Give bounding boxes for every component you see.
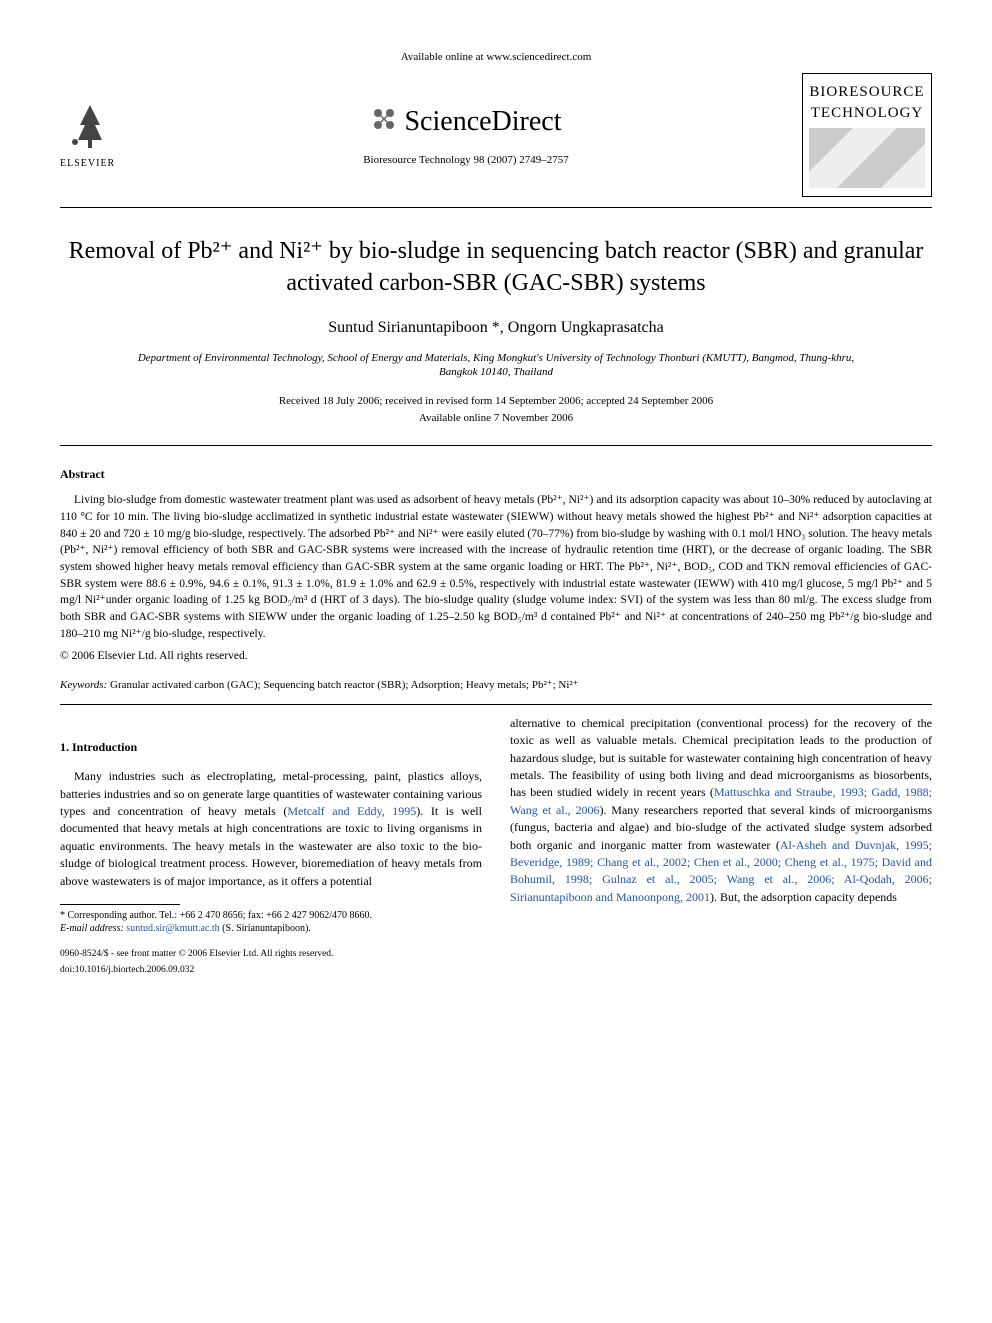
issn-line: 0960-8524/$ - see front matter © 2006 El… <box>60 948 482 962</box>
intro-paragraph-right: alternative to chemical precipitation (c… <box>510 715 932 906</box>
header-row: ELSEVIER ScienceDirect Bioresource Techn… <box>60 73 932 197</box>
email-suffix: (S. Sirianuntapiboon). <box>220 923 311 934</box>
abstract-copyright: © 2006 Elsevier Ltd. All rights reserved… <box>60 648 932 664</box>
intro-text-2c: ). But, the adsorption capacity depends <box>710 890 897 904</box>
article-title: Removal of Pb²⁺ and Ni²⁺ by bio-sludge i… <box>60 236 932 298</box>
sciencedirect-block: ScienceDirect Bioresource Technology 98 … <box>130 102 802 169</box>
citation-link-metcalf[interactable]: Metcalf and Eddy, 1995 <box>287 804 416 818</box>
journal-cover-box: BIORESOURCE TECHNOLOGY <box>802 73 932 197</box>
body-columns: 1. Introduction Many industries such as … <box>60 715 932 978</box>
elsevier-text: ELSEVIER <box>60 157 130 171</box>
intro-paragraph-left: Many industries such as electroplating, … <box>60 768 482 890</box>
section-1-heading: 1. Introduction <box>60 739 482 756</box>
doi-line: doi:10.1016/j.biortech.2006.09.032 <box>60 964 482 978</box>
available-online-text: Available online at www.sciencedirect.co… <box>60 50 932 65</box>
available-online-date: Available online 7 November 2006 <box>60 411 932 426</box>
sciencedirect-text: ScienceDirect <box>404 106 561 137</box>
mid-rule-2 <box>60 704 932 705</box>
corresponding-author-footnote: * Corresponding author. Tel.: +66 2 470 … <box>60 909 482 923</box>
column-left: 1. Introduction Many industries such as … <box>60 715 482 978</box>
keywords-text: Granular activated carbon (GAC); Sequenc… <box>107 679 578 691</box>
keywords-label: Keywords: <box>60 679 107 691</box>
sciencedirect-icon <box>370 105 398 141</box>
abstract-heading: Abstract <box>60 466 932 483</box>
authors: Suntud Sirianuntapiboon *, Ongorn Ungkap… <box>60 317 932 339</box>
received-dates: Received 18 July 2006; received in revis… <box>60 394 932 409</box>
journal-logo-line1: BIORESOURCE <box>809 82 925 103</box>
email-link[interactable]: suntud.sir@kmutt.ac.th <box>126 923 219 934</box>
keywords: Keywords: Granular activated carbon (GAC… <box>60 678 932 693</box>
elsevier-logo: ELSEVIER <box>60 100 130 171</box>
elsevier-tree-icon <box>60 100 130 157</box>
journal-logo-line2: TECHNOLOGY <box>809 103 925 124</box>
journal-reference: Bioresource Technology 98 (2007) 2749–27… <box>130 153 802 168</box>
abstract-text: Living bio-sludge from domestic wastewat… <box>60 492 932 642</box>
mid-rule-1 <box>60 445 932 446</box>
top-rule <box>60 207 932 208</box>
email-label: E-mail address: <box>60 923 124 934</box>
affiliation: Department of Environmental Technology, … <box>120 351 872 380</box>
sciencedirect-logo: ScienceDirect <box>130 102 802 142</box>
email-footnote: E-mail address: suntud.sir@kmutt.ac.th (… <box>60 922 482 936</box>
column-right: alternative to chemical precipitation (c… <box>510 715 932 978</box>
journal-cover-image <box>809 128 925 188</box>
footnote-separator <box>60 904 180 905</box>
